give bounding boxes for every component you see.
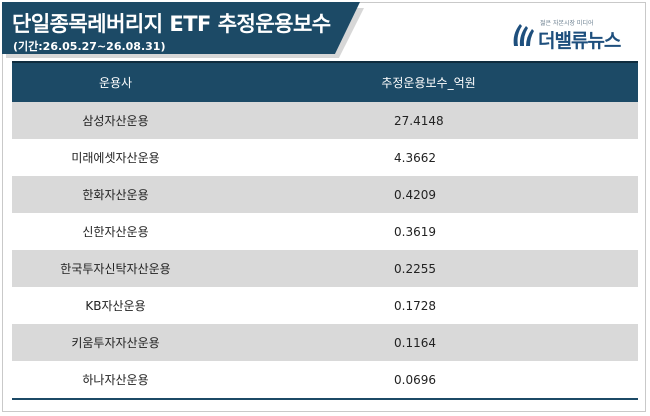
table-row: 한화자산운용 0.4209 <box>12 176 638 213</box>
table-row: 하나자산운용 0.0696 <box>12 361 638 400</box>
asset-manager-cell: 삼성자산운용 <box>12 102 219 139</box>
logo-mark-icon <box>513 24 534 46</box>
table-row: 키움투자자산운용 0.1164 <box>12 324 638 361</box>
chart-title: 단일종목레버리지 ETF 추정운용보수 <box>12 12 331 36</box>
table-header-row: 운용사 추정운용보수_억원 <box>12 61 638 102</box>
estimated-fee-cell: 0.1728 <box>219 287 638 324</box>
table-row: 한국투자신탁자산운용 0.2255 <box>12 250 638 287</box>
asset-manager-cell: 미래에셋자산운용 <box>12 139 219 176</box>
asset-manager-cell: 신한자산운용 <box>12 213 219 250</box>
asset-manager-cell: 한화자산운용 <box>12 176 219 213</box>
estimated-fee-cell: 0.1164 <box>219 324 638 361</box>
table-row: 신한자산운용 0.3619 <box>12 213 638 250</box>
asset-manager-cell: 한국투자신탁자산운용 <box>12 250 219 287</box>
estimated-fee-cell: 0.2255 <box>219 250 638 287</box>
asset-manager-cell: 하나자산운용 <box>12 361 219 400</box>
estimated-fee-cell: 0.3619 <box>219 213 638 250</box>
table-body: 삼성자산운용 27.4148 미래에셋자산운용 4.3662 한화자산운용 0.4209 신… <box>12 102 638 400</box>
asset-manager-cell: KB자산운용 <box>12 287 219 324</box>
logo-tagline: 젊은 자본시장 미디어 <box>540 20 594 27</box>
chart-period: (기간:26.05.27~26.08.31) <box>13 40 166 53</box>
title-banner: 단일종목레버리지 ETF 추정운용보수 (기간:26.05.27~26.08.3… <box>2 2 360 54</box>
estimated-fee-cell: 27.4148 <box>219 102 638 139</box>
table-row: 삼성자산운용 27.4148 <box>12 102 638 139</box>
estimated-fee-cell: 0.4209 <box>219 176 638 213</box>
asset-manager-cell: 키움투자자산운용 <box>12 324 219 361</box>
thevaluenews-logo: 젊은 자본시장 미디어 더밸류뉴스 <box>510 16 642 52</box>
logo-name: 더밸류뉴스 <box>538 30 621 52</box>
column-header-manager: 운용사 <box>12 61 219 102</box>
table-row: KB자산운용 0.1728 <box>12 287 638 324</box>
column-header-fee: 추정운용보수_억원 <box>219 61 638 102</box>
estimated-fee-cell: 4.3662 <box>219 139 638 176</box>
estimated-fee-cell: 0.0696 <box>219 361 638 400</box>
fee-table: 운용사 추정운용보수_억원 삼성자산운용 27.4148 미래에셋자산운용 4.366… <box>12 61 638 400</box>
table-row: 미래에셋자산운용 4.3662 <box>12 139 638 176</box>
